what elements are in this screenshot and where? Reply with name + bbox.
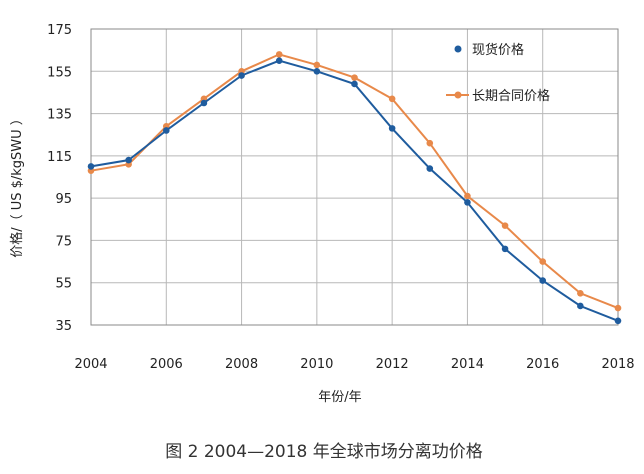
legend-marker [454,45,462,53]
legend-item: 长期合同价格 [446,88,550,104]
y-tick-label: 175 [47,23,72,38]
data-point [275,51,283,58]
data-point [351,74,358,81]
data-point [313,61,321,69]
data-point [351,80,358,88]
data-point [614,304,622,312]
legend-item: 现货价格 [454,42,524,58]
data-point [200,99,208,107]
data-point [426,139,434,147]
data-point [577,302,584,310]
x-tick-label: 2016 [526,357,559,372]
y-tick-label: 35 [55,319,72,334]
data-point [464,199,471,206]
y-tick-label: 115 [47,150,72,165]
figure-caption: 图 2 2004—2018 年全球市场分离功价格 [165,442,483,462]
data-point [426,165,434,172]
data-point [87,163,95,170]
data-point [388,95,396,103]
x-tick-label: 2012 [376,357,409,372]
x-axis-title: 年份/年 [318,390,361,405]
y-tick-label: 95 [55,192,72,207]
series-layer [87,51,622,325]
plot-frame [90,28,619,326]
data-point [614,317,622,325]
series-0 [87,57,622,325]
data-point [275,57,283,65]
x-tick-label: 2008 [225,357,258,372]
x-tick-label: 2014 [451,357,484,372]
x-tick-label: 2018 [601,357,634,372]
y-tick-label: 135 [47,108,72,123]
x-tick-label: 2004 [74,357,107,372]
data-point [313,67,321,75]
data-point [238,72,245,79]
legend-marker [454,91,462,99]
data-point [388,125,396,132]
y-tick-label: 75 [55,234,72,249]
axes: 35 55 75 95 115 135 155 175 2004 2006 2008 2010 2012… [47,23,634,372]
x-tick-label: 2010 [300,357,333,372]
legend-label: 现货价格 [472,42,524,58]
data-point [501,245,509,253]
y-axis-title: 价格/（ US $/kgSWU ） [9,112,25,258]
y-tick-label: 155 [47,65,72,80]
legend-label: 长期合同价格 [472,88,550,104]
y-tick-label: 55 [55,277,72,292]
data-point [539,277,547,284]
data-point [162,127,170,134]
data-point [539,258,547,265]
data-point [464,192,471,200]
grid [90,28,619,326]
data-point [577,289,584,297]
data-point [125,156,132,164]
x-tick-label: 2006 [150,357,183,372]
data-point [501,222,509,229]
